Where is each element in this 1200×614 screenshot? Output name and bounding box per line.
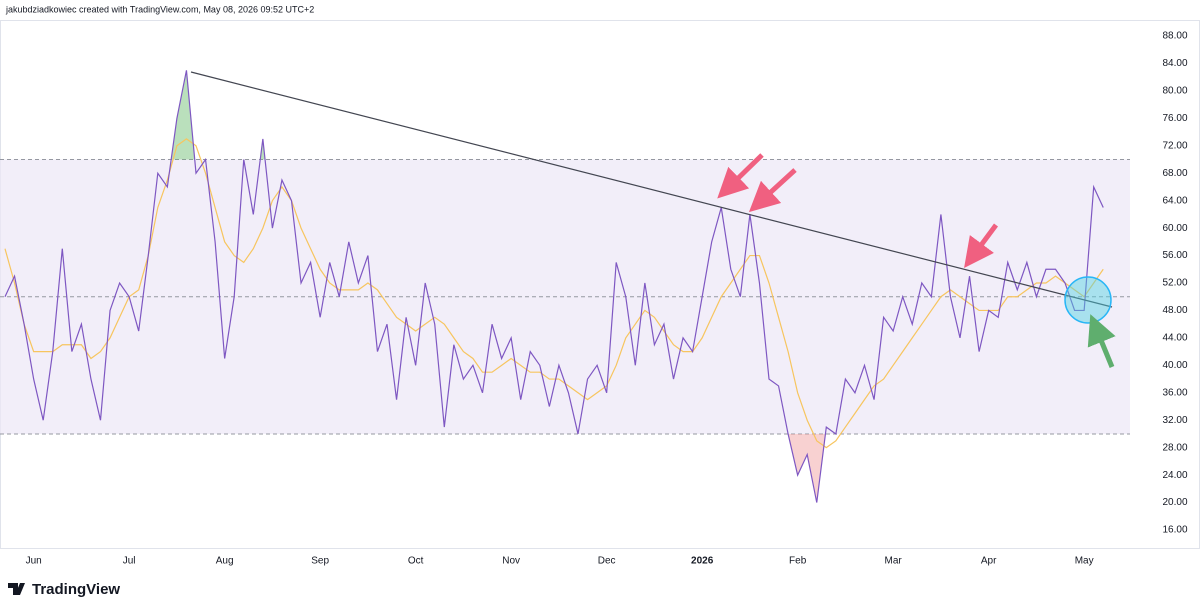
y-tick-label: 80.00 <box>1162 86 1187 97</box>
x-tick-label: Feb <box>789 556 807 567</box>
y-tick-label: 72.00 <box>1162 140 1187 151</box>
x-tick-label: Aug <box>216 556 234 567</box>
y-tick-label: 44.00 <box>1162 333 1187 344</box>
y-tick-label: 40.00 <box>1162 360 1187 371</box>
y-tick-label: 24.00 <box>1162 470 1187 481</box>
y-tick-label: 76.00 <box>1162 113 1187 124</box>
series-line <box>4 70 1104 503</box>
y-tick-label: 84.00 <box>1162 58 1187 69</box>
series-line <box>4 138 1104 449</box>
y-tick-label: 60.00 <box>1162 223 1187 234</box>
x-tick-label: Nov <box>502 556 520 567</box>
x-tick-label: 2026 <box>691 556 714 567</box>
trend-line <box>190 71 1113 308</box>
x-tick-label: Sep <box>311 556 329 567</box>
y-tick-label: 52.00 <box>1162 278 1187 289</box>
brand: TradingView <box>32 581 120 598</box>
x-tick-label: Apr <box>981 556 997 567</box>
y-tick-label: 48.00 <box>1162 305 1187 316</box>
y-tick-label: 64.00 <box>1162 195 1187 206</box>
header-text: jakubdziadkowiec created with TradingVie… <box>5 4 314 14</box>
x-tick-label: Jul <box>123 556 136 567</box>
y-tick-label: 32.00 <box>1162 415 1187 426</box>
y-tick-label: 36.00 <box>1162 387 1187 398</box>
logo-icon <box>8 583 25 595</box>
y-tick-label: 88.00 <box>1162 31 1187 42</box>
x-tick-label: Dec <box>598 556 616 567</box>
arrow <box>748 168 797 213</box>
x-tick-label: Jun <box>26 556 42 567</box>
arrow <box>1087 314 1116 368</box>
plot-area: 16.00 20.00 24.00 28.00 32.00 36.00 40.00 44.00… <box>0 31 1188 567</box>
y-tick-label: 16.00 <box>1162 525 1187 536</box>
y-tick-label: 68.00 <box>1162 168 1187 179</box>
arrow <box>964 223 999 269</box>
y-tick-label: 56.00 <box>1162 250 1187 261</box>
y-tick-label: 28.00 <box>1162 442 1187 453</box>
arrow <box>717 153 764 199</box>
y-tick-label: 20.00 <box>1162 497 1187 508</box>
highlight-circle <box>1064 276 1112 324</box>
x-tick-label: May <box>1075 556 1094 567</box>
logo: TradingView <box>8 581 120 598</box>
x-tick-label: Mar <box>885 556 903 567</box>
arrows <box>717 153 1116 368</box>
x-tick-label: Oct <box>408 556 424 567</box>
oversold-fill <box>788 433 826 503</box>
